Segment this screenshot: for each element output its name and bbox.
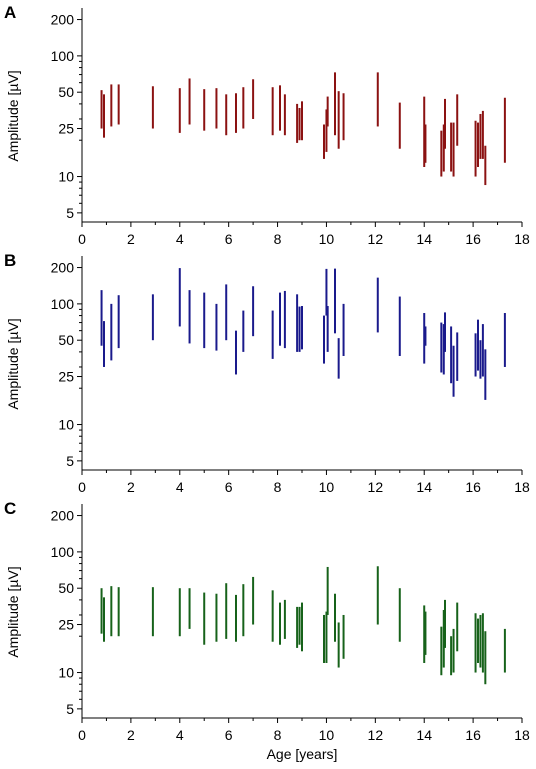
x-tick-label: 4 xyxy=(176,479,184,495)
x-tick-label: 14 xyxy=(416,727,432,743)
x-tick-label: 0 xyxy=(78,727,86,743)
x-tick-label: 6 xyxy=(225,727,233,743)
y-tick-label: 100 xyxy=(51,48,75,64)
y-tick-label: 5 xyxy=(66,453,74,469)
y-axis-title: Amplitude [µV] xyxy=(5,566,21,657)
y-tick-label: 25 xyxy=(58,121,74,137)
x-tick-label: 10 xyxy=(319,479,335,495)
x-tick-label: 16 xyxy=(465,231,481,247)
y-tick-label: 10 xyxy=(58,169,74,185)
y-tick-label: 50 xyxy=(58,84,74,100)
x-tick-label: 18 xyxy=(514,727,530,743)
x-tick-label: 14 xyxy=(416,479,432,495)
x-tick-label: 10 xyxy=(319,231,335,247)
x-tick-label: 0 xyxy=(78,231,86,247)
panel-label: B xyxy=(4,251,16,270)
y-tick-label: 200 xyxy=(51,508,75,524)
y-tick-label: 100 xyxy=(51,296,75,312)
x-tick-label: 4 xyxy=(176,231,184,247)
x-tick-label: 16 xyxy=(465,479,481,495)
y-tick-label: 100 xyxy=(51,544,75,560)
chart-panel-b: B Amplitude [µV] 5 10 25 50 100 200 0 2 4 6 8 10 12 14 1… xyxy=(4,251,530,495)
x-tick-label: 2 xyxy=(127,479,135,495)
x-tick-label: 6 xyxy=(225,231,233,247)
y-tick-label: 50 xyxy=(58,580,74,596)
x-tick-label: 12 xyxy=(368,479,384,495)
y-tick-label: 200 xyxy=(51,260,75,276)
x-tick-label: 4 xyxy=(176,727,184,743)
y-tick-label: 5 xyxy=(66,205,74,221)
y-tick-label: 10 xyxy=(58,665,74,681)
x-tick-label: 8 xyxy=(274,479,282,495)
x-tick-label: 8 xyxy=(274,231,282,247)
x-tick-label: 12 xyxy=(368,727,384,743)
x-tick-label: 0 xyxy=(78,479,86,495)
x-tick-label: 12 xyxy=(368,231,384,247)
x-tick-label: 18 xyxy=(514,231,530,247)
y-tick-label: 200 xyxy=(51,12,75,28)
y-tick-label: 5 xyxy=(66,701,74,717)
y-axis-title: Amplitude [µV] xyxy=(5,70,21,161)
x-tick-label: 18 xyxy=(514,479,530,495)
y-tick-label: 10 xyxy=(58,417,74,433)
x-tick-label: 10 xyxy=(319,727,335,743)
y-axis-title: Amplitude [µV] xyxy=(5,318,21,409)
x-tick-label: 16 xyxy=(465,727,481,743)
chart-panel-a: A Amplitude [µV] 5 10 25 50 100 200 0 2 4 6 8 10 12 14 1… xyxy=(4,3,530,247)
x-axis-title: Age [years] xyxy=(267,746,338,762)
chart-panel-c: C Amplitude [µV] 5 10 25 50 100 200 0 2 4 6 8 10 12 14 1… xyxy=(4,499,530,743)
x-tick-label: 2 xyxy=(127,727,135,743)
y-tick-label: 50 xyxy=(58,332,74,348)
y-tick-label: 25 xyxy=(58,617,74,633)
x-tick-label: 6 xyxy=(225,479,233,495)
x-tick-label: 14 xyxy=(416,231,432,247)
x-tick-label: 8 xyxy=(274,727,282,743)
y-tick-label: 25 xyxy=(58,369,74,385)
x-tick-label: 2 xyxy=(127,231,135,247)
panel-label: C xyxy=(4,499,16,518)
panel-label: A xyxy=(4,3,16,22)
